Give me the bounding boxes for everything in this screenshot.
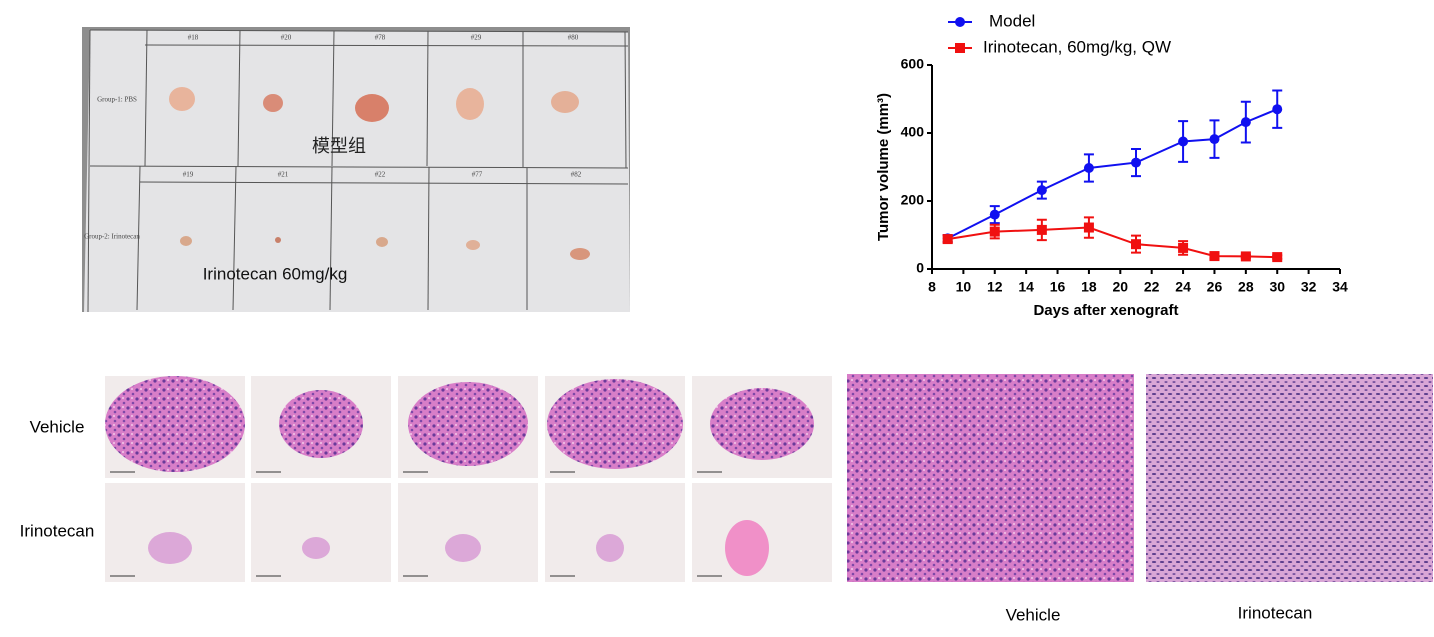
y-tick-label: 200 (901, 192, 925, 208)
series-line (947, 108, 1278, 240)
panel-label: Vehicle (1006, 605, 1061, 624)
x-tick-label: 18 (1081, 279, 1097, 295)
row-label: Irinotecan (20, 521, 95, 540)
sample-id: #78 (375, 34, 386, 42)
x-tick-label: 32 (1301, 279, 1317, 295)
slide (545, 483, 685, 582)
tissue (105, 376, 245, 472)
tissue (596, 534, 624, 562)
x-tick-label: 22 (1144, 279, 1160, 295)
x-tick-label: 34 (1332, 279, 1348, 295)
x-tick-label: 28 (1238, 279, 1254, 295)
x-tick-label: 24 (1175, 279, 1191, 295)
data-point (1178, 242, 1189, 253)
data-point (1178, 136, 1189, 147)
legend-marker (955, 17, 965, 27)
data-point (1036, 185, 1047, 196)
data-point (1272, 252, 1283, 263)
sample-id: #29 (471, 34, 482, 42)
x-tick-label: 16 (1050, 279, 1066, 295)
sample-id: #18 (188, 34, 199, 42)
legend-label: Irinotecan, 60mg/kg, QW (983, 37, 1171, 56)
slide (251, 483, 391, 582)
legend-label: Model (989, 11, 1035, 30)
tissue (547, 379, 683, 469)
tissue (279, 390, 363, 458)
tumors (169, 87, 590, 260)
x-axis-label: Days after xenograft (1033, 302, 1178, 319)
legend-marker (955, 43, 965, 53)
sample-id: #80 (568, 34, 579, 42)
data-point (1131, 239, 1141, 250)
panel-label: Irinotecan (1238, 603, 1313, 622)
group-label: Group-1: PBS (97, 96, 137, 104)
row-label: Vehicle (30, 417, 85, 436)
sample-id: #82 (571, 171, 582, 179)
tissue (725, 520, 769, 576)
x-tick-label: 30 (1269, 279, 1285, 295)
data-point (989, 226, 1000, 237)
x-tick-label: 12 (987, 279, 1003, 295)
data-point (1240, 117, 1251, 128)
sample-id: #22 (375, 171, 386, 179)
tissue (148, 532, 192, 564)
data-point (1083, 163, 1094, 174)
group-label: Group-2: Irinotecan (84, 233, 140, 241)
x-tick-label: 14 (1018, 279, 1034, 295)
tissue (302, 537, 330, 559)
photo-panel: Group-1: PBS Group-2: Irinotecan 模型组 Iri… (82, 27, 630, 313)
data-point (1209, 251, 1220, 262)
sample-id: #21 (278, 171, 289, 179)
x-tick-label: 26 (1207, 279, 1223, 295)
data-point (1131, 157, 1141, 168)
data-point (942, 234, 953, 245)
data-point (1083, 222, 1094, 233)
x-tick-label: 8 (928, 279, 936, 295)
y-tick-label: 600 (901, 56, 925, 72)
tissue (710, 388, 814, 460)
y-tick-label: 400 (901, 124, 925, 140)
x-tick-label: 20 (1113, 279, 1129, 295)
chart: 8 10 12 14 16 18 20 22 24 26 28 30 32 34 0 200 400 600 Day… (875, 11, 1348, 318)
x-tick-label: 10 (956, 279, 972, 295)
photo-label: 模型组 (312, 136, 366, 156)
sample-id: #77 (472, 171, 483, 179)
data-point (1036, 224, 1047, 235)
data-point (1240, 251, 1251, 262)
photo-label: Irinotecan 60mg/kg (203, 264, 348, 283)
tissue (445, 534, 481, 562)
histology: Vehicle Irinotecan Vehicle Irinotecan (20, 374, 1433, 624)
data-point (1209, 134, 1220, 145)
tissue (408, 382, 528, 466)
sample-id: #20 (281, 34, 292, 42)
sample-id: #19 (183, 171, 194, 179)
y-tick-label: 0 (916, 260, 924, 276)
data-point (1272, 104, 1283, 115)
slide (398, 483, 538, 582)
data-point (989, 209, 1000, 220)
y-axis-label: Tumor volume (mm³) (875, 93, 892, 241)
